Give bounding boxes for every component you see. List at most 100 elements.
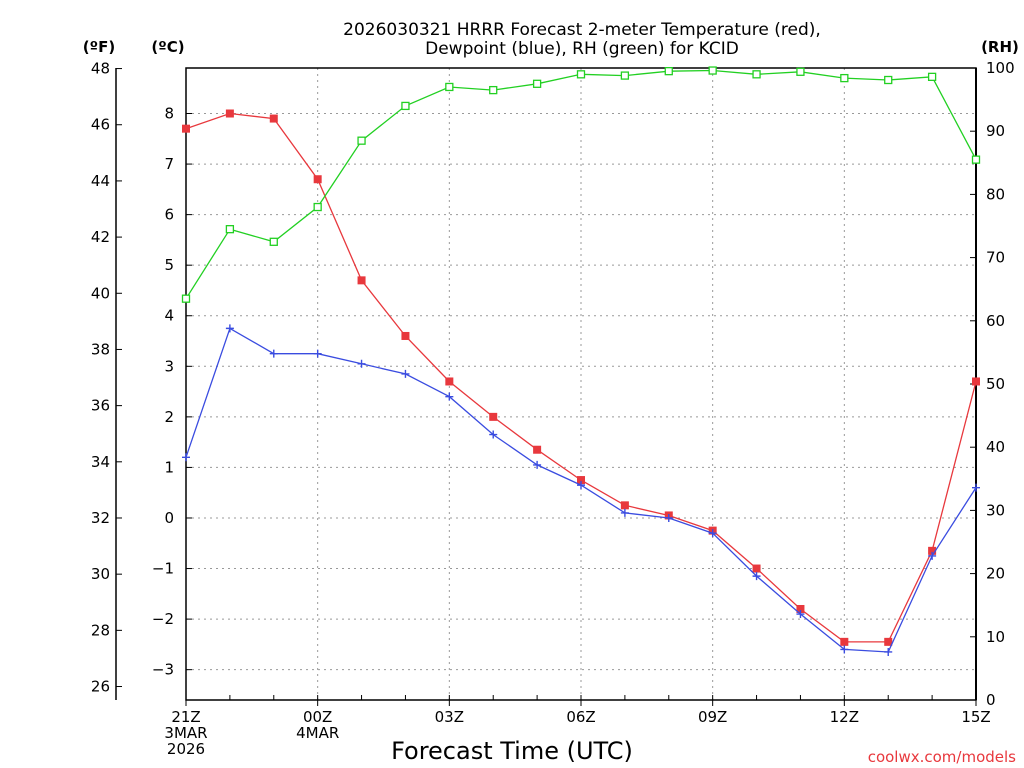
dewpoint-point (796, 610, 805, 619)
temperature-point (972, 377, 980, 386)
temperature-line (185, 112, 977, 643)
dewpoint-point (577, 481, 585, 490)
fahrenheit-tick-label: 42 (91, 228, 110, 246)
celsius-tick-label: 8 (164, 105, 174, 123)
dewpoint-point (708, 529, 717, 538)
x-tick-label: 00Z (303, 708, 332, 726)
rh-tick-label: 70 (986, 249, 1005, 267)
dewpoint-point (313, 349, 322, 358)
dewpoint-point (972, 483, 980, 492)
rh-tick-label: 40 (986, 438, 1005, 456)
fahrenheit-axis-title: (ºF) (83, 38, 115, 56)
rh-point (401, 101, 410, 111)
x-tick-label: 21Z (171, 708, 200, 726)
x-tick-label: 4MAR (296, 724, 339, 742)
dewpoint-point (225, 324, 234, 333)
fahrenheit-tick-label: 32 (91, 509, 110, 527)
temperature-point (225, 109, 234, 118)
rh-tick-label: 10 (986, 628, 1005, 646)
rh-point (971, 155, 981, 164)
rh-tick-label: 30 (986, 501, 1005, 519)
series-temperature (182, 109, 980, 646)
dewpoint-point (928, 551, 937, 560)
temperature-point (401, 331, 410, 340)
rh-point (752, 70, 761, 79)
dewpoint-point (182, 453, 190, 462)
series-rh (181, 66, 981, 303)
fahrenheit-tick-label: 44 (91, 172, 110, 190)
temperature-point (533, 445, 542, 454)
series-layer (181, 66, 981, 656)
celsius-tick-label: 1 (164, 458, 174, 476)
rh-point (181, 294, 191, 303)
rh-point (620, 71, 630, 80)
fahrenheit-tick-label: 36 (91, 397, 110, 415)
rh-point (313, 202, 322, 212)
dewpoint-point (401, 369, 410, 378)
celsius-tick-label: 4 (164, 307, 174, 325)
dewpoint-point (489, 430, 498, 439)
rh-point (269, 237, 278, 246)
celsius-tick-label: 2 (164, 408, 174, 426)
celsius-tick-label: −1 (152, 560, 174, 578)
fahrenheit-tick-label: 40 (91, 284, 110, 302)
x-axis-label: Forecast Time (UTC) (391, 737, 633, 765)
dewpoint-point (840, 645, 849, 654)
dewpoint-point (357, 359, 366, 368)
rh-tick-label: 50 (986, 375, 1005, 393)
dewpoint-point (533, 460, 542, 469)
fahrenheit-tick-label: 34 (91, 453, 110, 471)
fahrenheit-tick-label: 38 (91, 340, 110, 358)
dewpoint-point (269, 349, 278, 358)
x-tick-label: 09Z (698, 708, 727, 726)
temperature-point (796, 604, 805, 613)
rh-tick-label: 100 (986, 59, 1015, 77)
grid (186, 68, 976, 700)
plot-frame (185, 67, 977, 701)
rh-point (708, 66, 717, 75)
rh-point (489, 85, 498, 95)
dewpoint-point (884, 647, 893, 656)
fahrenheit-tick-label: 26 (91, 678, 110, 696)
celsius-tick-label: −3 (152, 661, 174, 679)
chart-title-line-1: 2026030321 HRRR Forecast 2-meter Tempera… (343, 20, 821, 40)
rh-tick-label: 90 (986, 122, 1005, 140)
dewpoint-point (752, 572, 761, 581)
celsius-tick-label: 6 (164, 206, 174, 224)
temperature-point (752, 564, 761, 573)
x-tick-label: 06Z (566, 708, 595, 726)
rh-point (796, 67, 805, 76)
celsius-axis-title: (ºC) (151, 38, 184, 56)
celsius-tick-label: 3 (164, 357, 174, 375)
temperature-point (840, 637, 849, 646)
celsius-tick-label: −2 (152, 610, 174, 628)
rh-point (532, 79, 542, 88)
rh-point (884, 75, 893, 85)
celsius-tick-label: 7 (164, 155, 174, 173)
rh-tick-label: 20 (986, 565, 1005, 583)
x-tick-label: 12Z (830, 708, 859, 726)
rh-axis-title: (RH) (981, 38, 1019, 56)
temperature-point (313, 175, 322, 184)
x-tick-label: 15Z (961, 708, 990, 726)
celsius-tick-label: 0 (164, 509, 174, 527)
temperature-point (884, 637, 893, 646)
dewpoint-point (664, 513, 673, 522)
rh-point (225, 225, 235, 234)
temperature-point (489, 412, 498, 421)
axes: 262830323436384042444648−3−2−10123456780… (91, 59, 1015, 758)
rh-point (664, 67, 673, 76)
temperature-point (182, 124, 190, 133)
rh-point (576, 70, 586, 79)
credit-link[interactable]: coolwx.com/models (868, 748, 1016, 766)
temperature-point (445, 377, 454, 386)
rh-point (927, 72, 937, 81)
dewpoint-point (445, 392, 454, 401)
temperature-point (357, 276, 366, 285)
fahrenheit-tick-label: 48 (91, 60, 110, 78)
rh-point (840, 73, 849, 83)
dewpoint-point (620, 508, 629, 517)
x-tick-label: 3MAR (164, 724, 207, 742)
series-dewpoint (182, 324, 980, 656)
